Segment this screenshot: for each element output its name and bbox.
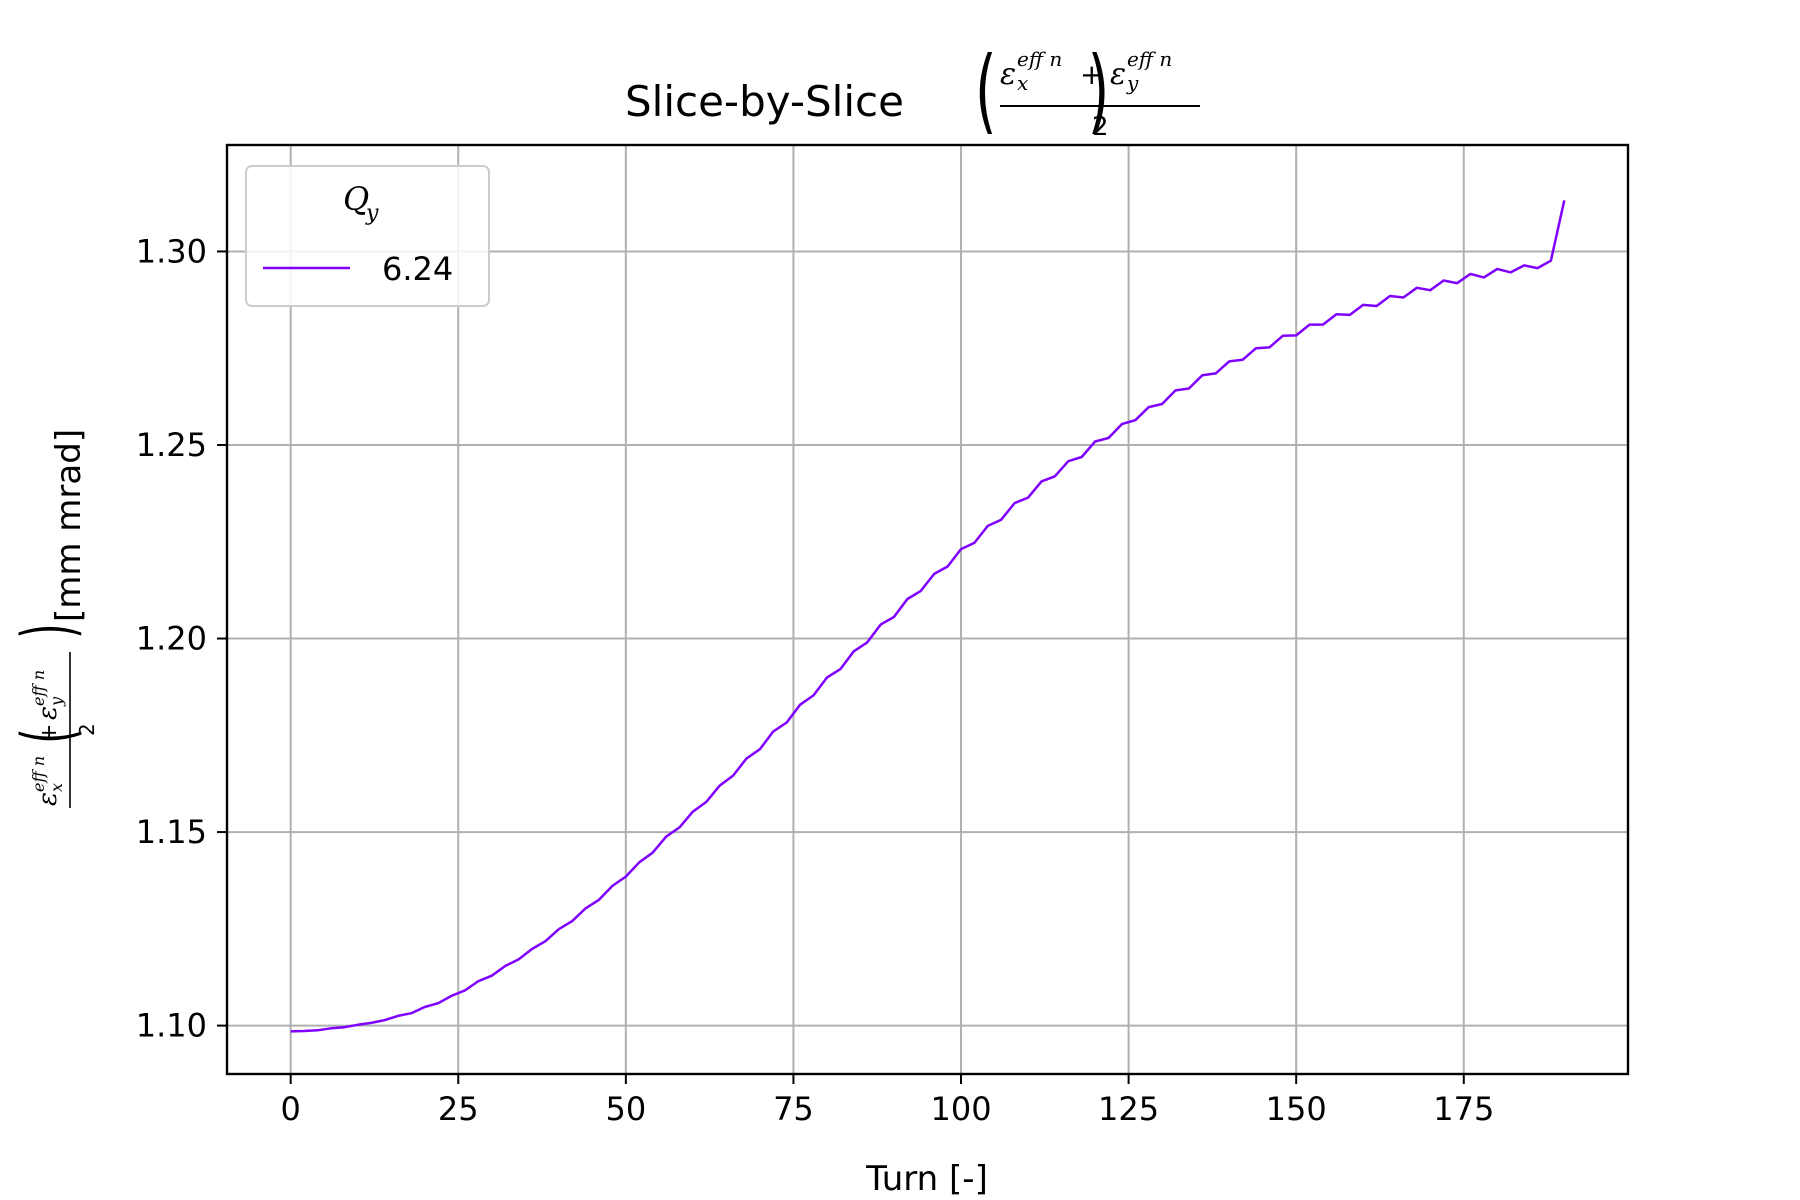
- series-lines: [290, 200, 1566, 1033]
- title-num-eps-x-sup: eff n: [1017, 47, 1062, 71]
- title-denominator: 2: [1092, 112, 1109, 142]
- x-tick-label: 75: [773, 1090, 814, 1128]
- x-tick-label: 100: [930, 1090, 991, 1128]
- ylabel-eps-y: ε: [33, 706, 63, 720]
- y-tick-label: 1.20: [136, 620, 207, 658]
- y-axis-label-unit: [mm mrad]: [49, 429, 89, 622]
- ylabel-eps-x-sub: x: [47, 783, 66, 792]
- y-tick-label: 1.15: [136, 813, 207, 851]
- ylabel-eps-x-sup: eff n: [29, 756, 48, 792]
- series-line-0: [290, 200, 1566, 1033]
- y-tick-label: 1.30: [136, 232, 207, 270]
- title-num-eps-y-sup: eff n: [1127, 47, 1172, 71]
- title-paren-left: (: [975, 37, 997, 144]
- ylabel-paren-right: ): [9, 624, 90, 639]
- ylabel-eps-x: ε: [33, 792, 63, 806]
- x-axis-label: Turn [-]: [865, 1159, 988, 1199]
- ylabel-plus: +: [37, 724, 62, 742]
- x-tick-label: 150: [1266, 1090, 1327, 1128]
- y-tick-label: 1.10: [136, 1007, 207, 1045]
- y-axis-ticks: 1.10 1.15 1.20 1.25 1.30: [136, 232, 227, 1045]
- ylabel-eps-y-sup: eff n: [29, 670, 48, 706]
- title-num-eps-y-sub: y: [1126, 71, 1139, 95]
- grid-lines: [227, 145, 1628, 1074]
- x-tick-label: 25: [438, 1090, 479, 1128]
- title-num-plus: +: [1080, 58, 1103, 91]
- ylabel-eps-y-sub: y: [47, 696, 66, 707]
- legend: Q y 6.24: [245, 165, 490, 307]
- y-axis-label-group: ( ε eff n x + ε eff n y 2 ) [mm mrad]: [9, 429, 99, 808]
- chart-title: Slice-by-Slice: [625, 77, 904, 126]
- ylabel-denominator: 2: [75, 723, 99, 736]
- x-tick-label: 125: [1098, 1090, 1159, 1128]
- legend-title-sub: y: [365, 201, 379, 226]
- title-num-eps-x-sub: x: [1017, 71, 1028, 95]
- legend-title: Q: [343, 180, 369, 218]
- legend-box: [245, 165, 490, 307]
- chart-title-group: Slice-by-Slice ( ) ε eff n x + ε eff n y…: [625, 37, 1200, 144]
- x-tick-label: 175: [1433, 1090, 1494, 1128]
- y-tick-label: 1.25: [136, 426, 207, 464]
- title-num-eps-x: ε: [1000, 57, 1016, 92]
- x-tick-label: 50: [605, 1090, 646, 1128]
- legend-label-series-0: 6.24: [382, 250, 453, 288]
- x-axis-ticks: 0 25 50 75 100 125 150 175: [281, 1074, 1494, 1128]
- plot-frame: [225, 143, 1630, 1076]
- title-num-eps-y: ε: [1110, 57, 1126, 92]
- title-paren-right: ): [1088, 37, 1110, 144]
- x-tick-label: 0: [281, 1090, 301, 1128]
